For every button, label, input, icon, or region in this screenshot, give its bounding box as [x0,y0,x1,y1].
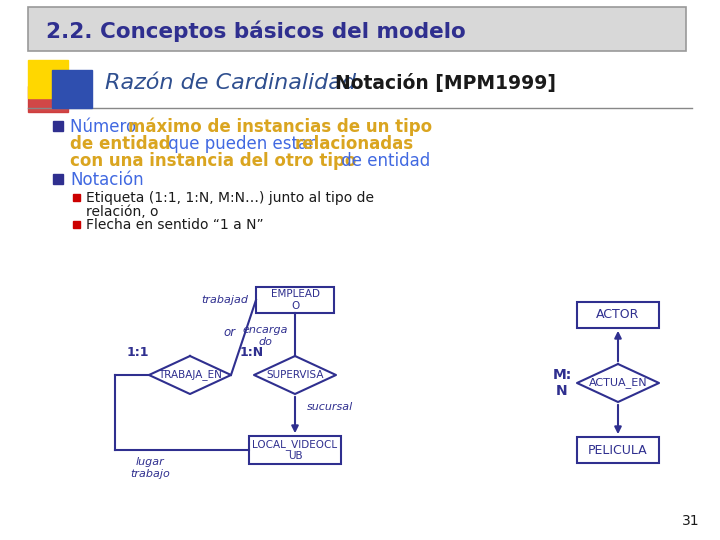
Bar [53,174,63,184]
Bar [73,194,80,201]
Text: lugar
trabajo: lugar trabajo [130,457,170,479]
Text: de entidad: de entidad [336,152,431,170]
Text: de entidad: de entidad [70,135,171,153]
Bar [52,70,92,108]
Text: EMPLEAD
O: EMPLEAD O [271,289,320,311]
Text: Flecha en sentido “1 a N”: Flecha en sentido “1 a N” [86,218,264,232]
Text: PELICULA: PELICULA [588,443,648,456]
Bar [53,121,63,131]
FancyBboxPatch shape [256,287,334,313]
Text: máximo de instancias de un tipo: máximo de instancias de un tipo [128,118,432,136]
Bar [28,60,68,98]
Text: ACTUA_EN: ACTUA_EN [589,377,647,388]
Text: or: or [224,326,236,339]
Text: M:
N: M: N [552,368,572,398]
Text: relacionadas: relacionadas [295,135,414,153]
Text: SUPERVISA: SUPERVISA [266,370,324,380]
Text: 1:N: 1:N [240,347,264,360]
Text: Razón de Cardinalidad: Razón de Cardinalidad [105,73,356,93]
Text: ACTOR: ACTOR [596,308,639,321]
FancyBboxPatch shape [249,436,341,464]
Text: 2.2. Conceptos básicos del modelo: 2.2. Conceptos básicos del modelo [46,20,466,42]
Text: relación, o: relación, o [86,205,158,219]
Text: con una instancia del otro tipo: con una instancia del otro tipo [70,152,356,170]
Text: LOCAL_VIDEOCL
UB: LOCAL_VIDEOCL UB [253,438,338,461]
Bar [28,86,68,112]
Text: sucursal: sucursal [307,402,354,413]
Text: Notación: Notación [70,171,143,189]
Bar [73,221,80,228]
Text: 31: 31 [683,514,700,528]
Text: trabajad: trabajad [202,295,248,305]
Text: Notación [MPM1999]: Notación [MPM1999] [335,73,556,92]
Text: Etiqueta (1:1, 1:N, M:N…) junto al tipo de: Etiqueta (1:1, 1:N, M:N…) junto al tipo … [86,191,374,205]
Text: TRABAJA_EN: TRABAJA_EN [158,369,222,381]
Text: encarga
do: encarga do [242,325,288,347]
FancyBboxPatch shape [577,437,659,463]
FancyBboxPatch shape [577,302,659,328]
Text: Número: Número [70,118,141,136]
Text: que pueden estar: que pueden estar [163,135,320,153]
Text: 1:1: 1:1 [127,347,149,360]
FancyBboxPatch shape [28,7,686,51]
